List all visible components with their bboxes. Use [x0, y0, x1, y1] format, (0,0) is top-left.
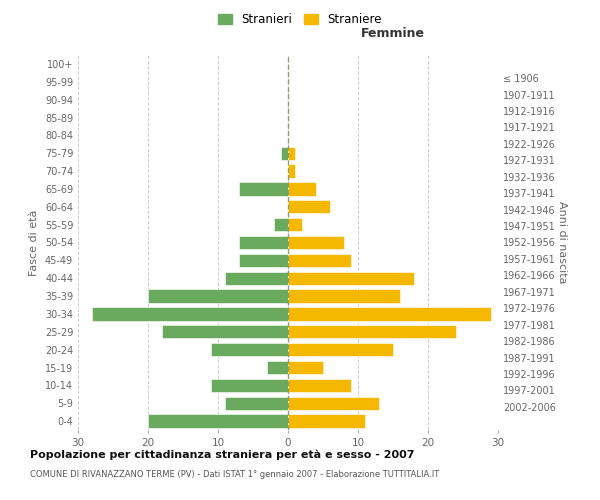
Bar [281, 146, 288, 160]
Bar [239, 254, 288, 267]
Bar [148, 290, 288, 303]
Bar [288, 396, 379, 410]
Bar [288, 361, 323, 374]
Bar [225, 272, 288, 285]
Bar [225, 396, 288, 410]
Bar [92, 307, 288, 320]
Bar [288, 254, 351, 267]
Bar [267, 361, 288, 374]
Legend: Stranieri, Straniere: Stranieri, Straniere [213, 8, 387, 31]
Bar [239, 182, 288, 196]
Bar [211, 378, 288, 392]
Text: Femmine: Femmine [361, 27, 425, 40]
Bar [239, 236, 288, 249]
Bar [274, 218, 288, 232]
Y-axis label: Anni di nascita: Anni di nascita [557, 201, 567, 284]
Bar [288, 272, 414, 285]
Bar [288, 200, 330, 213]
Bar [288, 182, 316, 196]
Bar [288, 290, 400, 303]
Bar [288, 325, 456, 338]
Text: COMUNE DI RIVANAZZANO TERME (PV) - Dati ISTAT 1° gennaio 2007 - Elaborazione TUT: COMUNE DI RIVANAZZANO TERME (PV) - Dati … [30, 470, 439, 479]
Bar [288, 343, 393, 356]
Bar [288, 414, 365, 428]
Bar [288, 146, 295, 160]
Bar [288, 236, 344, 249]
Bar [288, 164, 295, 178]
Bar [288, 378, 351, 392]
Bar [148, 414, 288, 428]
Bar [211, 343, 288, 356]
Bar [288, 307, 491, 320]
Y-axis label: Fasce di età: Fasce di età [29, 210, 39, 276]
Text: Popolazione per cittadinanza straniera per età e sesso - 2007: Popolazione per cittadinanza straniera p… [30, 450, 415, 460]
Bar [288, 218, 302, 232]
Bar [162, 325, 288, 338]
